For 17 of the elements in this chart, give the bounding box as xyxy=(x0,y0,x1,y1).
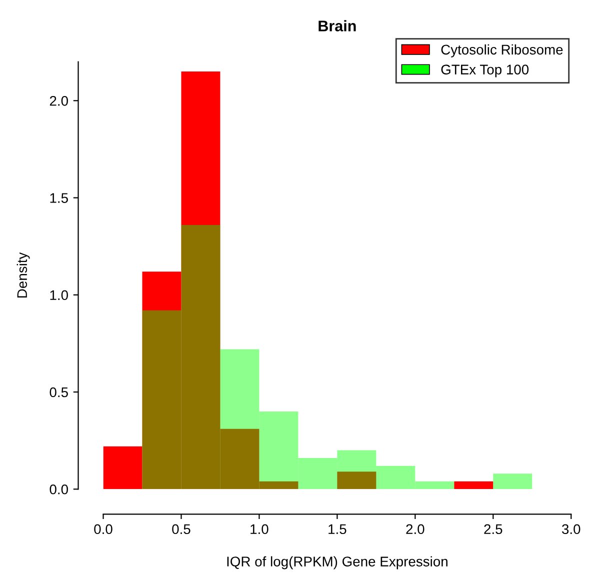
legend-label: GTEx Top 100 xyxy=(441,64,529,78)
y-tick-label: 2.0 xyxy=(50,96,68,106)
x-tick-label: 0.5 xyxy=(172,524,190,534)
y-tick-label: 0.5 xyxy=(50,387,68,398)
legend-label: Cytosolic Ribosome xyxy=(441,44,563,58)
x-tick-label: 0.0 xyxy=(94,524,112,534)
y-tick-label: 0.0 xyxy=(50,484,68,494)
chart-title: Brain xyxy=(318,20,356,32)
x-tick-label: 2.0 xyxy=(406,524,424,534)
y-tick-label: 1.0 xyxy=(50,290,68,300)
x-tick-label: 1.0 xyxy=(250,524,268,534)
y-axis-title: Density xyxy=(16,252,30,298)
x-tick-label: 3.0 xyxy=(562,524,580,534)
x-tick-label: 2.5 xyxy=(484,524,502,534)
x-axis-title: IQR of log(RPKM) Gene Expression xyxy=(227,556,448,570)
x-tick-label: 1.5 xyxy=(328,524,346,534)
y-tick-label: 1.5 xyxy=(50,193,68,203)
